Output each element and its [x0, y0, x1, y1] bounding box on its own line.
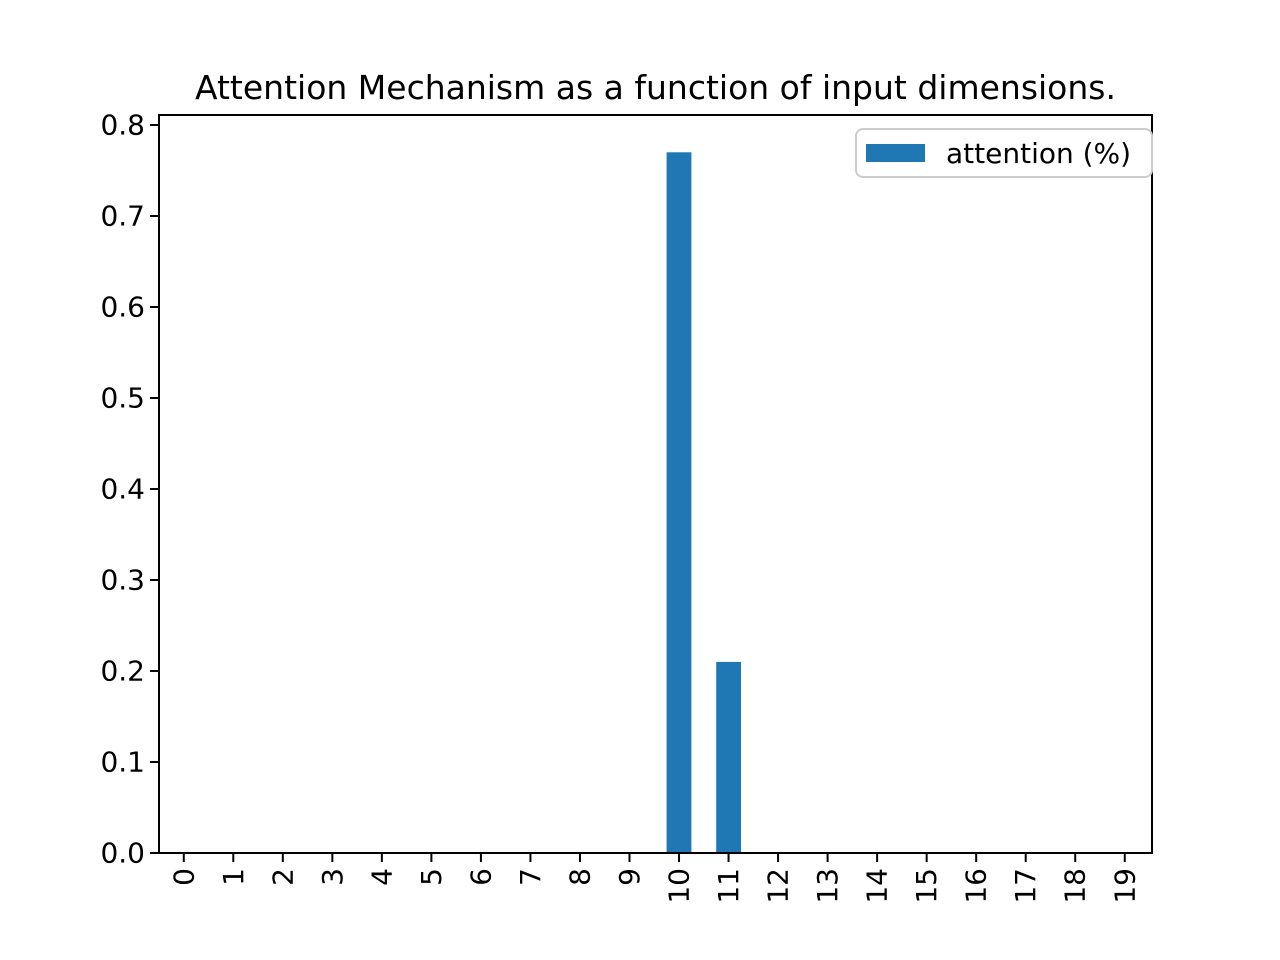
x-tick-label: 5 — [415, 868, 448, 886]
y-tick-label: 0.8 — [100, 109, 145, 142]
axis-tick-labels-group: 0 1 2 3 4 5 6 7 8 9 10 11 12 13 14 15 16 17 18 190.00.10.20… — [100, 109, 1141, 904]
x-tick-label: 9 — [613, 868, 646, 886]
x-tick-label: 7 — [514, 868, 547, 886]
axis-ticks-group — [150, 124, 1126, 862]
y-tick-label: 0.3 — [100, 564, 145, 597]
x-tick-label: 18 — [1059, 868, 1092, 904]
x-tick-label: 0 — [167, 868, 200, 886]
y-tick-label: 0.5 — [100, 382, 145, 415]
legend: attention (%) — [855, 128, 1154, 178]
x-tick-label: 17 — [1009, 868, 1042, 904]
bar-11 — [716, 661, 741, 853]
x-tick-label: 4 — [365, 868, 398, 886]
chart-title: Attention Mechanism as a function of inp… — [195, 68, 1116, 107]
legend-swatch-icon — [866, 144, 925, 162]
x-tick-label: 6 — [464, 868, 497, 886]
x-tick-label: 13 — [811, 868, 844, 904]
y-tick-label: 0.6 — [100, 291, 145, 324]
x-tick-label: 16 — [960, 868, 993, 904]
y-tick-label: 0.4 — [100, 473, 145, 506]
x-tick-label: 2 — [266, 868, 299, 886]
bar-10 — [666, 152, 692, 854]
x-tick-label: 1 — [217, 868, 250, 886]
y-tick-label: 0.0 — [100, 837, 145, 870]
y-tick-label: 0.1 — [100, 746, 145, 779]
x-tick-label: 15 — [910, 868, 943, 904]
x-tick-label: 11 — [712, 868, 745, 904]
bars-group — [666, 152, 741, 854]
x-tick-label: 14 — [861, 868, 894, 904]
x-tick-label: 8 — [563, 868, 596, 886]
y-tick-label: 0.7 — [100, 200, 145, 233]
x-tick-label: 10 — [663, 868, 696, 904]
x-tick-label: 3 — [316, 868, 349, 886]
x-tick-label: 12 — [762, 868, 795, 904]
legend-label: attention (%) — [946, 136, 1132, 170]
y-tick-label: 0.2 — [100, 655, 145, 688]
axes-box — [158, 114, 1153, 854]
x-tick-label: 19 — [1108, 868, 1141, 904]
